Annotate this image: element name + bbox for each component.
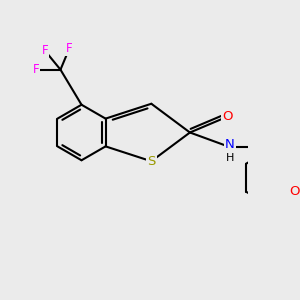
Text: F: F [33,63,39,76]
Text: S: S [147,155,155,168]
Text: F: F [41,44,48,57]
Text: O: O [289,185,300,198]
Text: F: F [66,42,73,55]
Text: N: N [225,138,235,151]
Text: O: O [222,110,233,123]
Text: H: H [226,153,234,164]
